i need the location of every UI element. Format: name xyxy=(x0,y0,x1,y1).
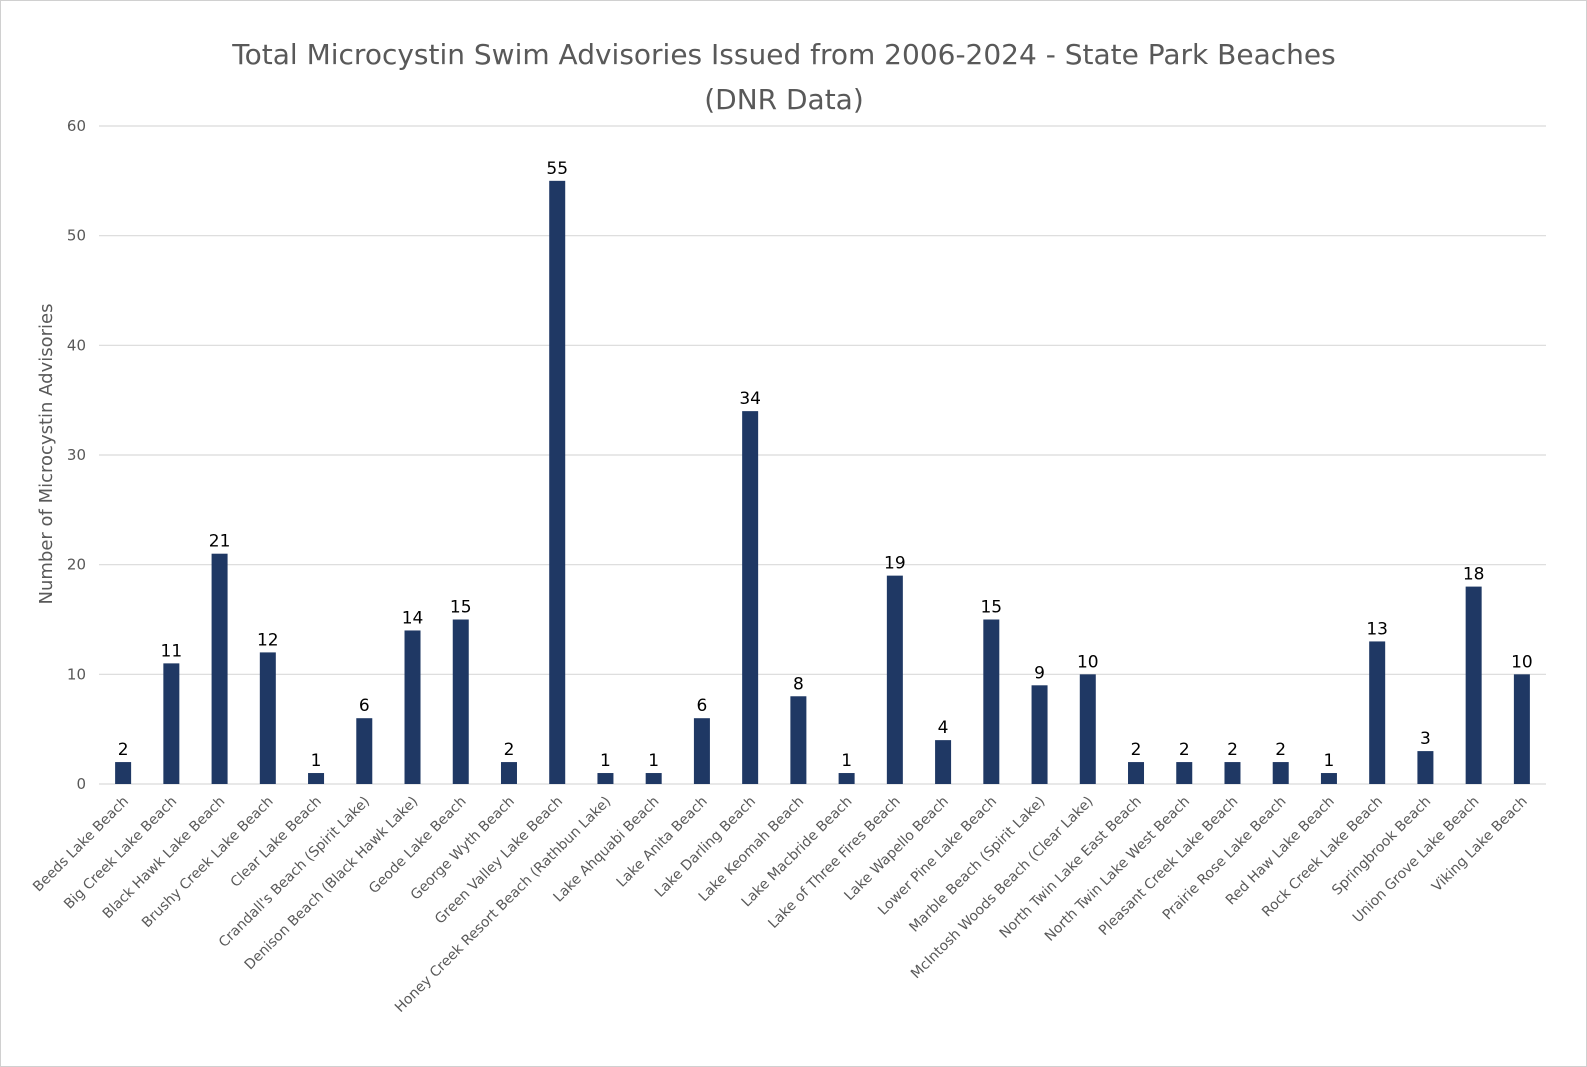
data-label: 15 xyxy=(980,598,1002,618)
y-tick-label: 10 xyxy=(67,665,86,683)
bar xyxy=(983,619,1000,784)
data-label: 6 xyxy=(359,696,370,716)
y-axis-ticks: 0 10 20 30 40 50 60 xyxy=(67,117,86,793)
bar xyxy=(597,773,614,784)
data-label: 2 xyxy=(118,740,129,760)
data-label: 6 xyxy=(697,696,708,716)
data-label: 2 xyxy=(1131,740,1142,760)
data-label: 21 xyxy=(209,532,231,552)
category-label: McIntosh Woods Beach (Clear Lake) xyxy=(908,794,1097,983)
data-label: 1 xyxy=(648,751,659,771)
data-label: 15 xyxy=(450,598,472,618)
data-label: 1 xyxy=(311,751,322,771)
chart-title: Total Microcystin Swim Advisories Issued… xyxy=(231,38,1335,71)
data-label: 13 xyxy=(1366,619,1388,639)
bar xyxy=(790,696,807,784)
bar xyxy=(935,740,952,784)
gridlines xyxy=(99,125,1546,785)
data-label: 1 xyxy=(1324,751,1335,771)
bar xyxy=(1176,762,1193,784)
bar xyxy=(356,718,373,784)
bars xyxy=(115,180,1530,785)
bar xyxy=(1417,751,1434,784)
bar xyxy=(259,652,276,784)
data-label: 12 xyxy=(257,630,279,650)
bar xyxy=(886,575,903,784)
data-label: 10 xyxy=(1511,652,1533,672)
data-label: 14 xyxy=(402,608,424,628)
data-label: 3 xyxy=(1420,729,1431,749)
y-tick-label: 0 xyxy=(76,775,86,793)
bar xyxy=(1031,685,1048,784)
bar xyxy=(549,180,566,785)
bar xyxy=(693,718,710,784)
category-label: Lake Anita Beach xyxy=(614,794,711,891)
category-label: Denison Beach (Black Hawk Lake) xyxy=(242,794,422,974)
category-label: Viking Lake Beach xyxy=(1429,794,1531,896)
data-label: 1 xyxy=(841,751,852,771)
bar xyxy=(1224,762,1241,784)
bar xyxy=(308,773,325,784)
bar xyxy=(500,762,517,784)
bar xyxy=(838,773,855,784)
data-label: 34 xyxy=(739,389,761,409)
bar xyxy=(1079,674,1096,784)
data-label: 19 xyxy=(884,554,906,574)
data-label: 2 xyxy=(1227,740,1238,760)
y-axis-title: Number of Microcystin Advisories xyxy=(36,304,57,605)
data-label: 18 xyxy=(1463,565,1485,585)
bar xyxy=(211,553,228,784)
bar xyxy=(115,762,132,784)
bar xyxy=(1128,762,1145,784)
bar xyxy=(163,663,180,784)
bar xyxy=(1465,586,1482,784)
chart-subtitle: (DNR Data) xyxy=(704,83,864,116)
bar xyxy=(1513,674,1530,784)
bar xyxy=(404,630,421,784)
data-label: 4 xyxy=(938,718,949,738)
data-label: 55 xyxy=(546,159,568,179)
data-label: 2 xyxy=(1179,740,1190,760)
bar xyxy=(742,411,759,784)
bar xyxy=(1369,641,1386,784)
data-label: 1 xyxy=(600,751,611,771)
bar xyxy=(1272,762,1289,784)
bar xyxy=(1320,773,1337,784)
data-label: 2 xyxy=(504,740,515,760)
y-tick-label: 50 xyxy=(67,227,86,245)
data-label: 8 xyxy=(793,674,804,694)
data-label: 2 xyxy=(1275,740,1286,760)
y-tick-label: 40 xyxy=(67,336,86,354)
y-tick-label: 30 xyxy=(67,446,86,464)
bar xyxy=(645,773,662,784)
data-label: 11 xyxy=(161,641,183,661)
category-label: Clear Lake Beach xyxy=(228,794,325,891)
data-label: 10 xyxy=(1077,652,1099,672)
y-tick-label: 20 xyxy=(67,556,86,574)
y-tick-label: 60 xyxy=(67,117,86,135)
data-label: 9 xyxy=(1034,663,1045,683)
bar xyxy=(452,619,469,784)
